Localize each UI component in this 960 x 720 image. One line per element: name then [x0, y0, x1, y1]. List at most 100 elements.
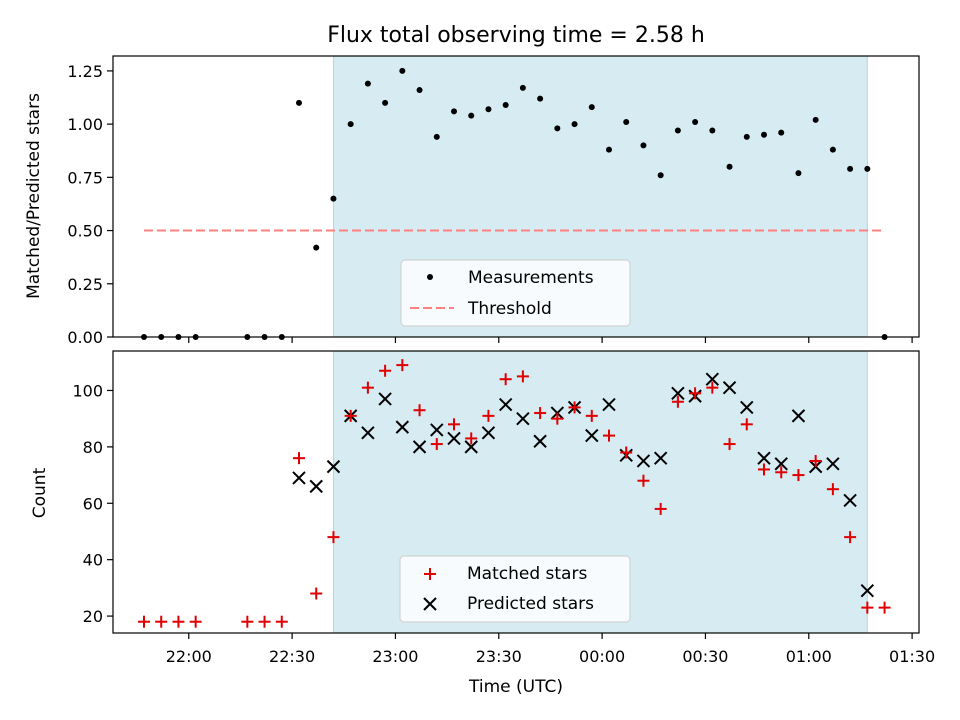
legend-matched-label: Matched stars	[467, 564, 587, 584]
measurement-point	[606, 146, 612, 153]
bottom-x-tick-label: 22:30	[269, 647, 315, 666]
measurement-point	[347, 121, 354, 128]
bottom-x-tick-label: 23:00	[372, 647, 418, 666]
measurement-point	[778, 129, 785, 136]
measurement-point	[537, 95, 544, 102]
measurement-point	[623, 118, 630, 125]
bottom-y-tick-label: 80	[83, 438, 103, 457]
bottom-x-tick-label: 01:30	[889, 647, 935, 666]
matched-point	[189, 615, 202, 628]
matched-point	[310, 587, 323, 600]
measurement-point	[761, 131, 767, 138]
matched-point	[413, 404, 426, 417]
top-axes-frame	[112, 55, 920, 338]
predicted-point	[412, 440, 427, 454]
measurement-point	[674, 127, 681, 134]
measurement-point	[382, 99, 389, 106]
bottom-x-tick-label: 01:00	[786, 647, 832, 666]
matched-points	[138, 359, 891, 628]
predicted-point	[791, 409, 806, 423]
predicted-point	[430, 423, 444, 437]
top-y-tick-label: 0.00	[67, 328, 103, 347]
matched-point	[172, 615, 185, 628]
predicted-point	[378, 392, 392, 406]
bottom-y-tick-label: 40	[83, 551, 103, 570]
measurement-point	[399, 67, 406, 74]
matched-point	[241, 615, 254, 628]
matched-point	[620, 446, 633, 459]
top-y-tick-label: 1.25	[67, 62, 103, 81]
measurement-point	[588, 104, 595, 111]
matched-point	[344, 409, 357, 422]
matched-point	[723, 438, 736, 451]
matched-point	[258, 615, 271, 628]
bottom-x-tick-label: 23:30	[476, 647, 522, 666]
bottom-y-ticks: 20 40 60 80 100	[72, 381, 113, 626]
bottom-x-tick-label: 00:30	[682, 647, 728, 666]
bottom-x-ticks: 22:00 22:30 23:00 23:30 00:00 00:30 01:00 01:30	[166, 633, 935, 666]
predicted-point	[395, 420, 410, 434]
x-axis-label: Time (UTC)	[468, 677, 563, 697]
predicted-point	[361, 426, 375, 440]
top-panel: 0.00 0.25 0.50 0.75 1.00 1.25 Measurements Th…	[67, 55, 920, 347]
predicted-point	[636, 454, 651, 468]
matched-point	[878, 601, 891, 614]
bottom-legend: Matched stars Predicted stars	[399, 555, 631, 623]
bottom-axes-frame	[112, 350, 920, 634]
top-y-tick-label: 0.75	[67, 168, 103, 187]
bottom-y-tick-label: 100	[72, 381, 103, 400]
legend-predicted-label: Predicted stars	[467, 594, 594, 614]
measurement-point	[451, 108, 457, 115]
matched-point	[293, 452, 305, 465]
matched-point	[689, 387, 702, 400]
measurement-point	[726, 163, 733, 170]
measurement-point	[709, 127, 716, 134]
measurement-point	[571, 121, 578, 128]
bottom-y-tick-label: 20	[83, 607, 103, 626]
measurement-point	[847, 165, 854, 172]
matched-point	[551, 412, 564, 425]
matched-point	[465, 432, 478, 445]
measurement-point	[468, 112, 475, 119]
matched-point	[671, 395, 684, 408]
matched-point	[792, 469, 805, 482]
predicted-point	[757, 451, 771, 465]
predicted-point	[843, 493, 857, 508]
bottom-legend-box	[399, 555, 631, 623]
matched-point	[448, 418, 460, 431]
top-y-tick-label: 0.25	[67, 275, 103, 294]
predicted-point	[774, 457, 788, 471]
bottom-panel: 20 40 60 80 100 22:00 22:30 23:00 23:30 00:00 00:…	[72, 350, 935, 666]
predicted-point	[309, 479, 323, 494]
top-y-axis-label: Matched/Predicted stars	[24, 93, 44, 299]
legend-measurements-label: Measurements	[468, 268, 594, 288]
matched-point	[809, 454, 822, 467]
predicted-point	[705, 372, 720, 386]
matched-point	[275, 615, 288, 628]
matched-point	[327, 531, 340, 544]
measurement-point	[743, 133, 750, 140]
predicted-point	[585, 428, 599, 443]
top-x-ticks	[188, 337, 913, 343]
matched-point	[826, 483, 839, 496]
predicted-point	[826, 457, 840, 471]
measurement-point	[519, 84, 526, 91]
measurement-point	[692, 118, 699, 125]
top-legend: Measurements Threshold	[400, 259, 631, 327]
measurement-point	[554, 125, 561, 132]
matched-point	[516, 370, 529, 383]
matched-point	[861, 601, 874, 614]
measurement-point	[795, 170, 802, 177]
measurement-point	[502, 101, 509, 108]
predicted-point	[464, 440, 478, 454]
bottom-x-tick-label: 22:00	[166, 647, 212, 666]
matched-point	[603, 429, 615, 442]
predicted-point	[671, 386, 685, 401]
measurement-point	[416, 87, 423, 94]
measurement-point	[296, 99, 302, 106]
matched-point	[430, 438, 443, 451]
matched-point	[585, 409, 598, 422]
predicted-point	[653, 451, 668, 465]
top-legend-box	[400, 259, 631, 327]
